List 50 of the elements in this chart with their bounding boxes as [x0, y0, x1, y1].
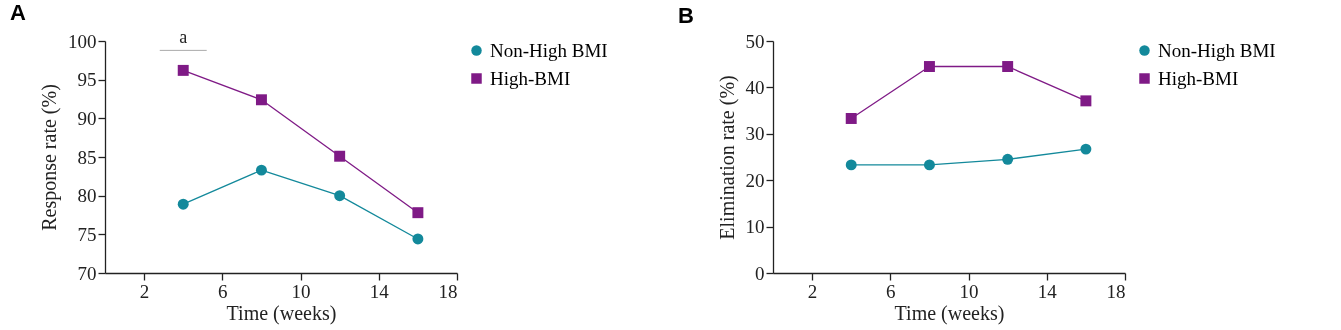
y-tick-label: 70	[77, 262, 97, 284]
x-tick-label: 10	[291, 280, 311, 302]
point	[177, 198, 189, 210]
y-axis-title: Response rate (%)	[38, 84, 61, 231]
x-tick-label: 6	[218, 280, 228, 302]
point	[1080, 95, 1092, 107]
point	[255, 94, 267, 106]
y-tick-label: 10	[745, 216, 765, 238]
y-tick-label: 75	[77, 223, 97, 245]
y-tick-label: 50	[745, 30, 765, 52]
point	[923, 61, 935, 72]
point	[1080, 143, 1092, 155]
y-tick-label: 30	[745, 123, 765, 145]
x-axis-title: Time (weeks)	[226, 301, 337, 325]
legend-label: Non-High BMI	[490, 39, 608, 61]
y-tick-label: 80	[77, 185, 97, 207]
point	[255, 164, 267, 176]
x-axis-title: Time (weeks)	[894, 301, 1005, 325]
y-tick-label: 20	[745, 169, 765, 191]
x-tick-label: 14	[1037, 280, 1058, 302]
chart-title: A	[10, 0, 26, 26]
y-tick-label: 100	[68, 30, 97, 52]
legend-label: Non-High BMI	[1158, 39, 1276, 61]
y-tick-label: 90	[77, 107, 97, 129]
annotation: a	[179, 27, 188, 48]
y-tick-label: 95	[77, 69, 97, 91]
point	[1002, 153, 1014, 165]
point	[412, 233, 424, 245]
x-tick-label: 2	[807, 280, 818, 302]
x-tick-label: 18	[438, 280, 458, 302]
point	[334, 150, 346, 162]
point	[845, 159, 857, 171]
y-tick-label: 85	[77, 146, 97, 168]
point	[412, 207, 424, 219]
x-tick-label: 6	[886, 280, 896, 302]
point	[1002, 61, 1014, 72]
x-tick-label: 18	[1106, 280, 1126, 302]
legend-label: High-BMI	[1158, 67, 1239, 89]
chart-title: B	[678, 3, 694, 28]
y-tick-label: 40	[745, 76, 765, 98]
legend-label: High-BMI	[490, 67, 571, 89]
x-tick-label: 10	[959, 280, 979, 302]
point	[177, 64, 189, 76]
point	[334, 190, 346, 202]
x-tick-label: 2	[139, 280, 150, 302]
point	[845, 113, 857, 124]
point	[923, 159, 935, 171]
x-tick-label: 14	[369, 280, 390, 302]
y-axis-title: Elimination rate (%)	[715, 75, 739, 240]
y-tick-label: 0	[755, 262, 765, 284]
